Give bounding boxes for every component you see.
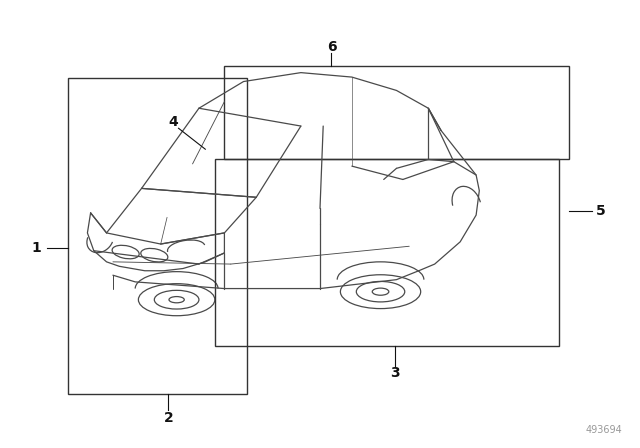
Text: 5: 5 [595, 204, 605, 218]
Bar [225, 66, 568, 159]
Text: 2: 2 [163, 411, 173, 425]
Text: 493694: 493694 [586, 426, 623, 435]
Text: 4: 4 [168, 116, 179, 129]
Text: 6: 6 [326, 40, 336, 54]
Bar [215, 159, 559, 346]
Bar [68, 78, 246, 394]
Text: 1: 1 [31, 241, 42, 255]
Text: 3: 3 [390, 366, 400, 380]
